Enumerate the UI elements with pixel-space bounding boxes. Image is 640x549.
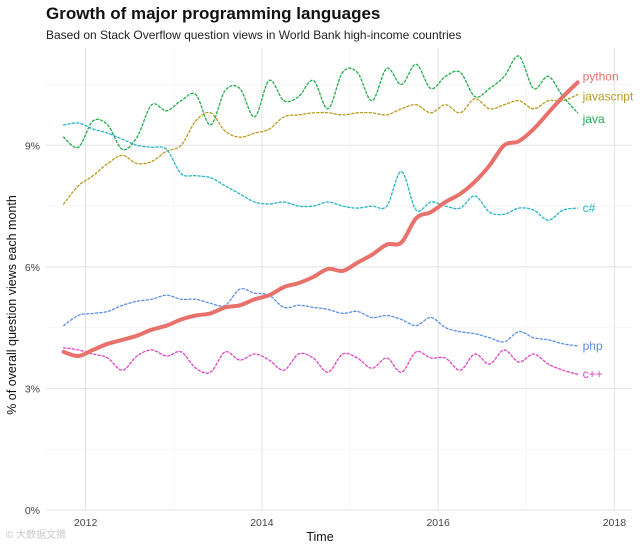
y-tick-label: 6% — [25, 262, 40, 274]
x-tick-label: 2016 — [426, 517, 450, 529]
x-tick-label: 2012 — [74, 517, 98, 529]
series-label-c-sharp: c# — [583, 201, 596, 215]
y-tick-label: 9% — [25, 140, 40, 152]
y-tick-label: 3% — [25, 383, 40, 395]
y-tick-label: 0% — [25, 505, 40, 517]
series-label-javascript: javascript — [582, 90, 634, 104]
series-line-javascript — [62, 93, 579, 205]
series-label-java: java — [582, 112, 605, 126]
watermark-text: © 大数据文摘 — [6, 530, 67, 541]
series-line-java — [62, 55, 579, 151]
chart-subtitle: Based on Stack Overflow question views i… — [46, 28, 462, 42]
x-axis-label: Time — [306, 530, 334, 544]
series-line-c-sharp — [62, 122, 579, 221]
series-label-cplusplus: c++ — [583, 367, 603, 381]
series-label-php: php — [583, 339, 603, 353]
x-tick-label: 2014 — [250, 517, 274, 529]
series-line-cplusplus — [62, 347, 579, 375]
series-line-python — [61, 80, 580, 358]
x-tick-label: 2018 — [603, 517, 627, 529]
series-label-python: python — [583, 69, 619, 83]
chart-title: Growth of major programming languages — [46, 4, 381, 23]
series-line-php — [62, 288, 579, 347]
